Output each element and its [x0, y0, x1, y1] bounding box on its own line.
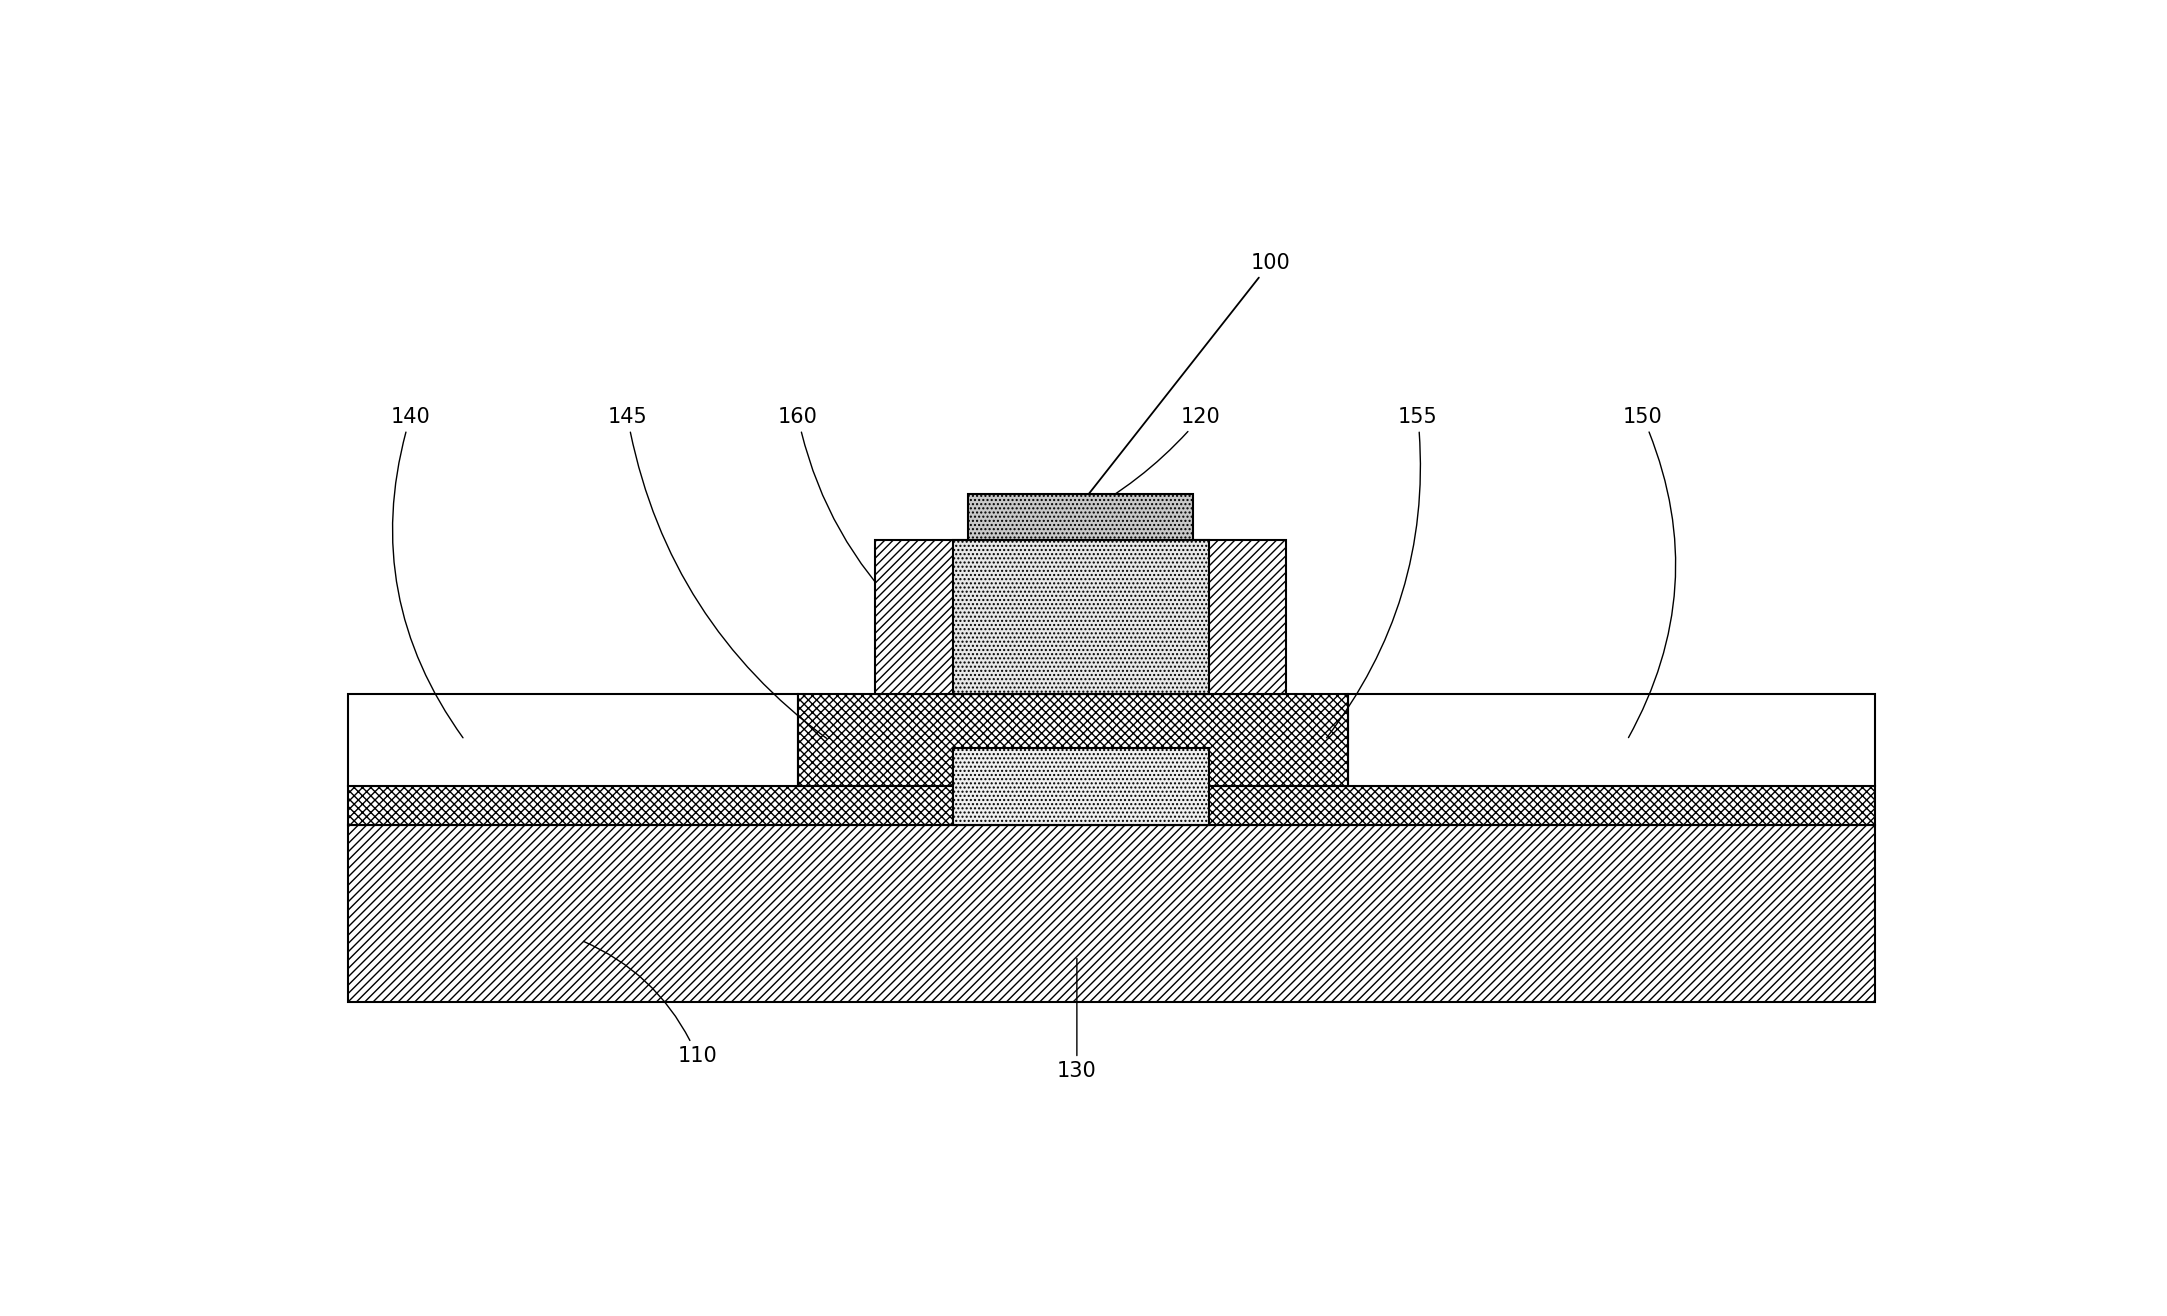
Text: 145: 145 [607, 407, 826, 738]
Text: 110: 110 [583, 941, 717, 1066]
Text: 155: 155 [1326, 407, 1437, 738]
Bar [349, 825, 1874, 1001]
Bar [953, 747, 1209, 825]
Bar [969, 494, 1194, 540]
Bar [953, 540, 1209, 694]
Text: 100: 100 [1079, 253, 1292, 505]
Text: 160: 160 [778, 407, 904, 615]
Bar [1348, 694, 1874, 786]
Text: 150: 150 [1623, 407, 1675, 737]
Bar [349, 786, 1874, 825]
Text: 130: 130 [1057, 958, 1097, 1082]
Text: 120: 120 [1079, 407, 1220, 516]
Bar [797, 694, 1348, 786]
Bar [349, 694, 797, 786]
Text: 140: 140 [390, 407, 464, 738]
Bar [875, 540, 1287, 694]
